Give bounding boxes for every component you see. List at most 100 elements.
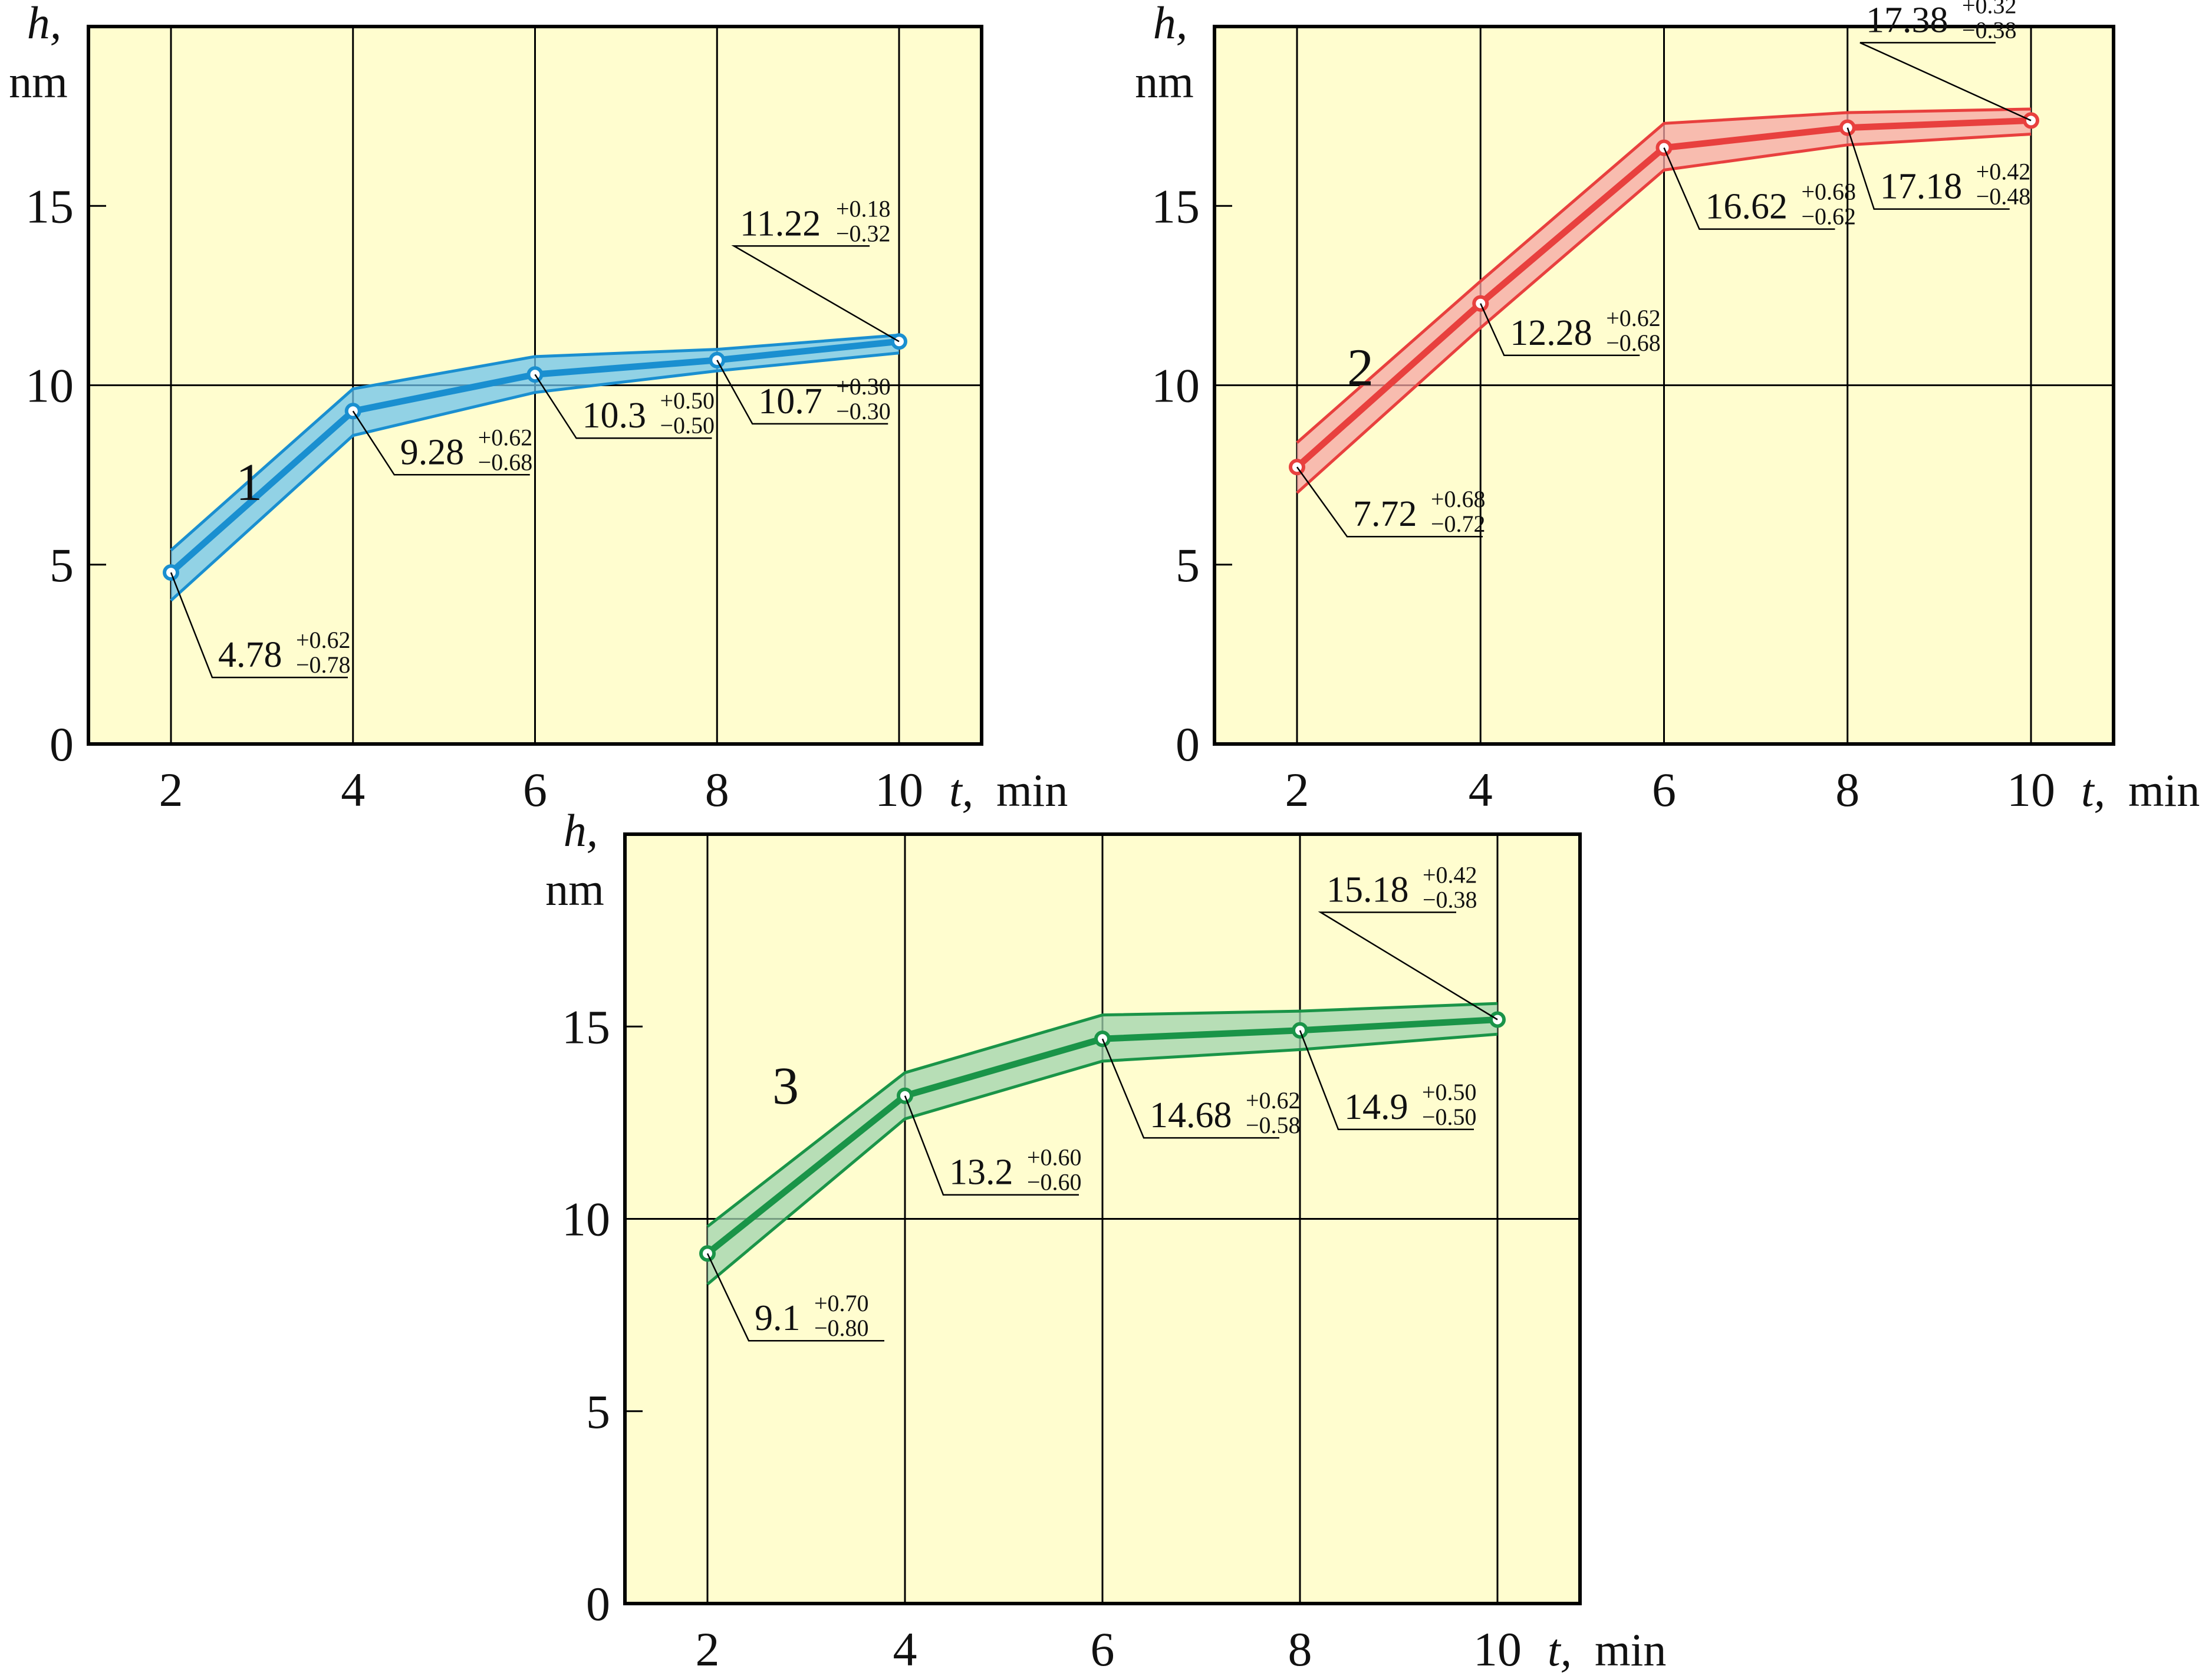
data-label-plus: +0.62 [1606,305,1661,331]
data-label-plus: +0.42 [1423,862,1477,888]
data-label-plus: +0.62 [1246,1087,1301,1114]
data-label-minus: −0.80 [814,1315,869,1341]
band-upper-edge [170,333,900,552]
band-lower-edge [1296,133,2032,494]
data-label-plus: +0.50 [1422,1079,1477,1105]
label-leader-line [1318,911,1498,1020]
data-label-plus: +0.60 [1027,1144,1082,1171]
y-tick-label: 5 [1176,538,1200,592]
x-tick-label: 4 [341,763,365,817]
band-upper-edge [1296,107,2032,444]
band-lower-edge [170,351,900,602]
data-label-value: 14.9 [1344,1087,1408,1127]
data-label-plus: +0.42 [1976,159,2031,185]
x-axis-unit: min [2128,765,2200,816]
data-label-plus: +0.68 [1431,486,1486,512]
data-label-value: 12.28 [1510,313,1592,353]
label-leader-line [1663,147,1835,230]
uncertainty-band [171,335,899,601]
data-label-minus: −0.48 [1976,183,2031,210]
x-tick-label: 10 [875,763,923,817]
x-axis-unit: min [996,765,1068,816]
data-label-minus: −0.38 [1423,887,1477,913]
data-label-plus: +0.50 [660,387,715,414]
label-leader-line [1101,1038,1279,1139]
data-label-value: 10.7 [758,381,822,422]
label-leader-line [706,1253,884,1342]
data-label-value: 4.78 [218,635,282,675]
data-label-value: 16.62 [1706,187,1788,227]
data-label-plus: +0.32 [1962,0,2017,18]
x-tick-label: 10 [1473,1622,1522,1676]
x-axis-variable: t, [1548,1624,1572,1675]
x-tick-label: 4 [1469,763,1493,817]
label-leader-line [534,374,712,439]
y-tick-label: 0 [586,1577,610,1631]
x-axis-variable: t, [2081,765,2105,816]
data-label-minus: −0.30 [836,398,891,424]
y-tick-label: 10 [562,1193,610,1246]
data-label-value: 17.18 [1880,167,1963,207]
data-label-value: 17.38 [1866,0,1948,40]
label-leader-line [1299,1030,1474,1131]
data-label-minus: −0.68 [1606,330,1661,356]
data-label-plus: +0.62 [296,627,351,653]
data-label-plus: +0.68 [1802,179,1857,205]
y-axis-unit: nm [545,864,604,915]
y-axis-variable: h, [1153,0,1188,48]
y-axis-variable: h, [27,0,62,48]
data-label-minus: −0.32 [836,220,891,246]
data-label-minus: −0.50 [1422,1104,1477,1130]
band-lower-edge [706,1032,1498,1286]
label-leader-line [1846,127,2010,210]
y-axis-unit: nm [9,56,68,107]
data-label-value: 7.72 [1353,494,1417,534]
data-label-value: 10.3 [582,396,647,436]
x-tick-label: 6 [523,763,547,817]
data-label-minus: −0.68 [478,449,533,475]
y-axis-variable: h, [564,805,598,856]
y-tick-label: 5 [50,538,74,592]
curve-number-label: 3 [772,1057,799,1115]
x-tick-label: 4 [893,1622,917,1676]
y-tick-label: 10 [1151,359,1200,413]
band-upper-edge [706,1002,1498,1228]
label-leader-line [1480,303,1640,357]
y-tick-label: 5 [586,1385,610,1438]
y-tick-label: 15 [25,179,74,233]
y-axis-unit: nm [1135,56,1194,107]
y-tick-label: 10 [25,359,74,413]
x-tick-label: 2 [696,1622,720,1676]
curve-number-label: 1 [236,453,262,512]
data-label-value: 9.28 [400,432,465,472]
data-label-value: 13.2 [949,1153,1013,1193]
data-label-value: 15.18 [1326,870,1409,910]
y-tick-label: 15 [1151,179,1200,233]
label-leader-line [904,1095,1079,1196]
label-leader-line [731,245,900,343]
x-tick-label: 6 [1091,1622,1115,1676]
data-label-value: 14.68 [1150,1095,1232,1135]
y-tick-label: 15 [562,1000,610,1054]
data-label-value: 11.22 [740,203,821,243]
data-label-plus: +0.30 [836,373,891,400]
label-leader-line [1859,42,2032,121]
x-tick-label: 8 [1835,763,1859,817]
label-leader-line [170,572,348,679]
label-leader-line [1296,466,1483,538]
x-tick-label: 6 [1652,763,1676,817]
label-leader-line [352,410,530,476]
x-tick-label: 8 [1288,1622,1312,1676]
data-label-plus: +0.62 [478,424,533,450]
x-axis-unit: min [1595,1624,1666,1675]
x-tick-label: 2 [1285,763,1309,817]
y-tick-label: 0 [1176,717,1200,771]
data-label-plus: +0.18 [836,195,891,222]
x-tick-label: 10 [2007,763,2055,817]
data-label-minus: −0.72 [1431,511,1486,537]
data-label-plus: +0.70 [814,1290,869,1316]
